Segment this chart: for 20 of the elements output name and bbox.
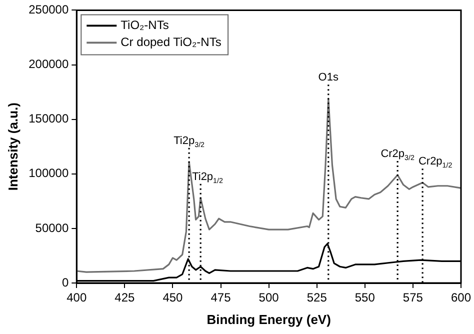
x-tick-label: 425 [114, 290, 136, 305]
x-tick-label: 500 [258, 290, 280, 305]
x-tick-label: 450 [162, 290, 184, 305]
x-tick-label: 400 [66, 290, 87, 305]
x-tick-label: 600 [450, 290, 472, 305]
x-tick-label: 550 [354, 290, 376, 305]
legend-label: Cr doped TiO₂-NTs [120, 35, 222, 50]
y-tick-label: 0 [62, 275, 69, 290]
x-tick-label: 525 [306, 290, 328, 305]
y-tick-label: 200000 [28, 57, 69, 72]
y-tick-label: 50000 [35, 220, 69, 235]
y-axis-title: Intensity (a.u.) [5, 102, 20, 191]
x-tick-label: 475 [210, 290, 232, 305]
ref-line-label: O1s [318, 72, 339, 84]
x-axis-title: Binding Energy (eV) [206, 312, 331, 327]
y-tick-label: 250000 [28, 2, 69, 17]
y-tick-label: 100000 [28, 166, 69, 180]
x-tick-label: 575 [402, 290, 424, 305]
legend-label: TiO₂-NTs [120, 18, 169, 32]
y-tick-label: 150000 [28, 112, 69, 126]
